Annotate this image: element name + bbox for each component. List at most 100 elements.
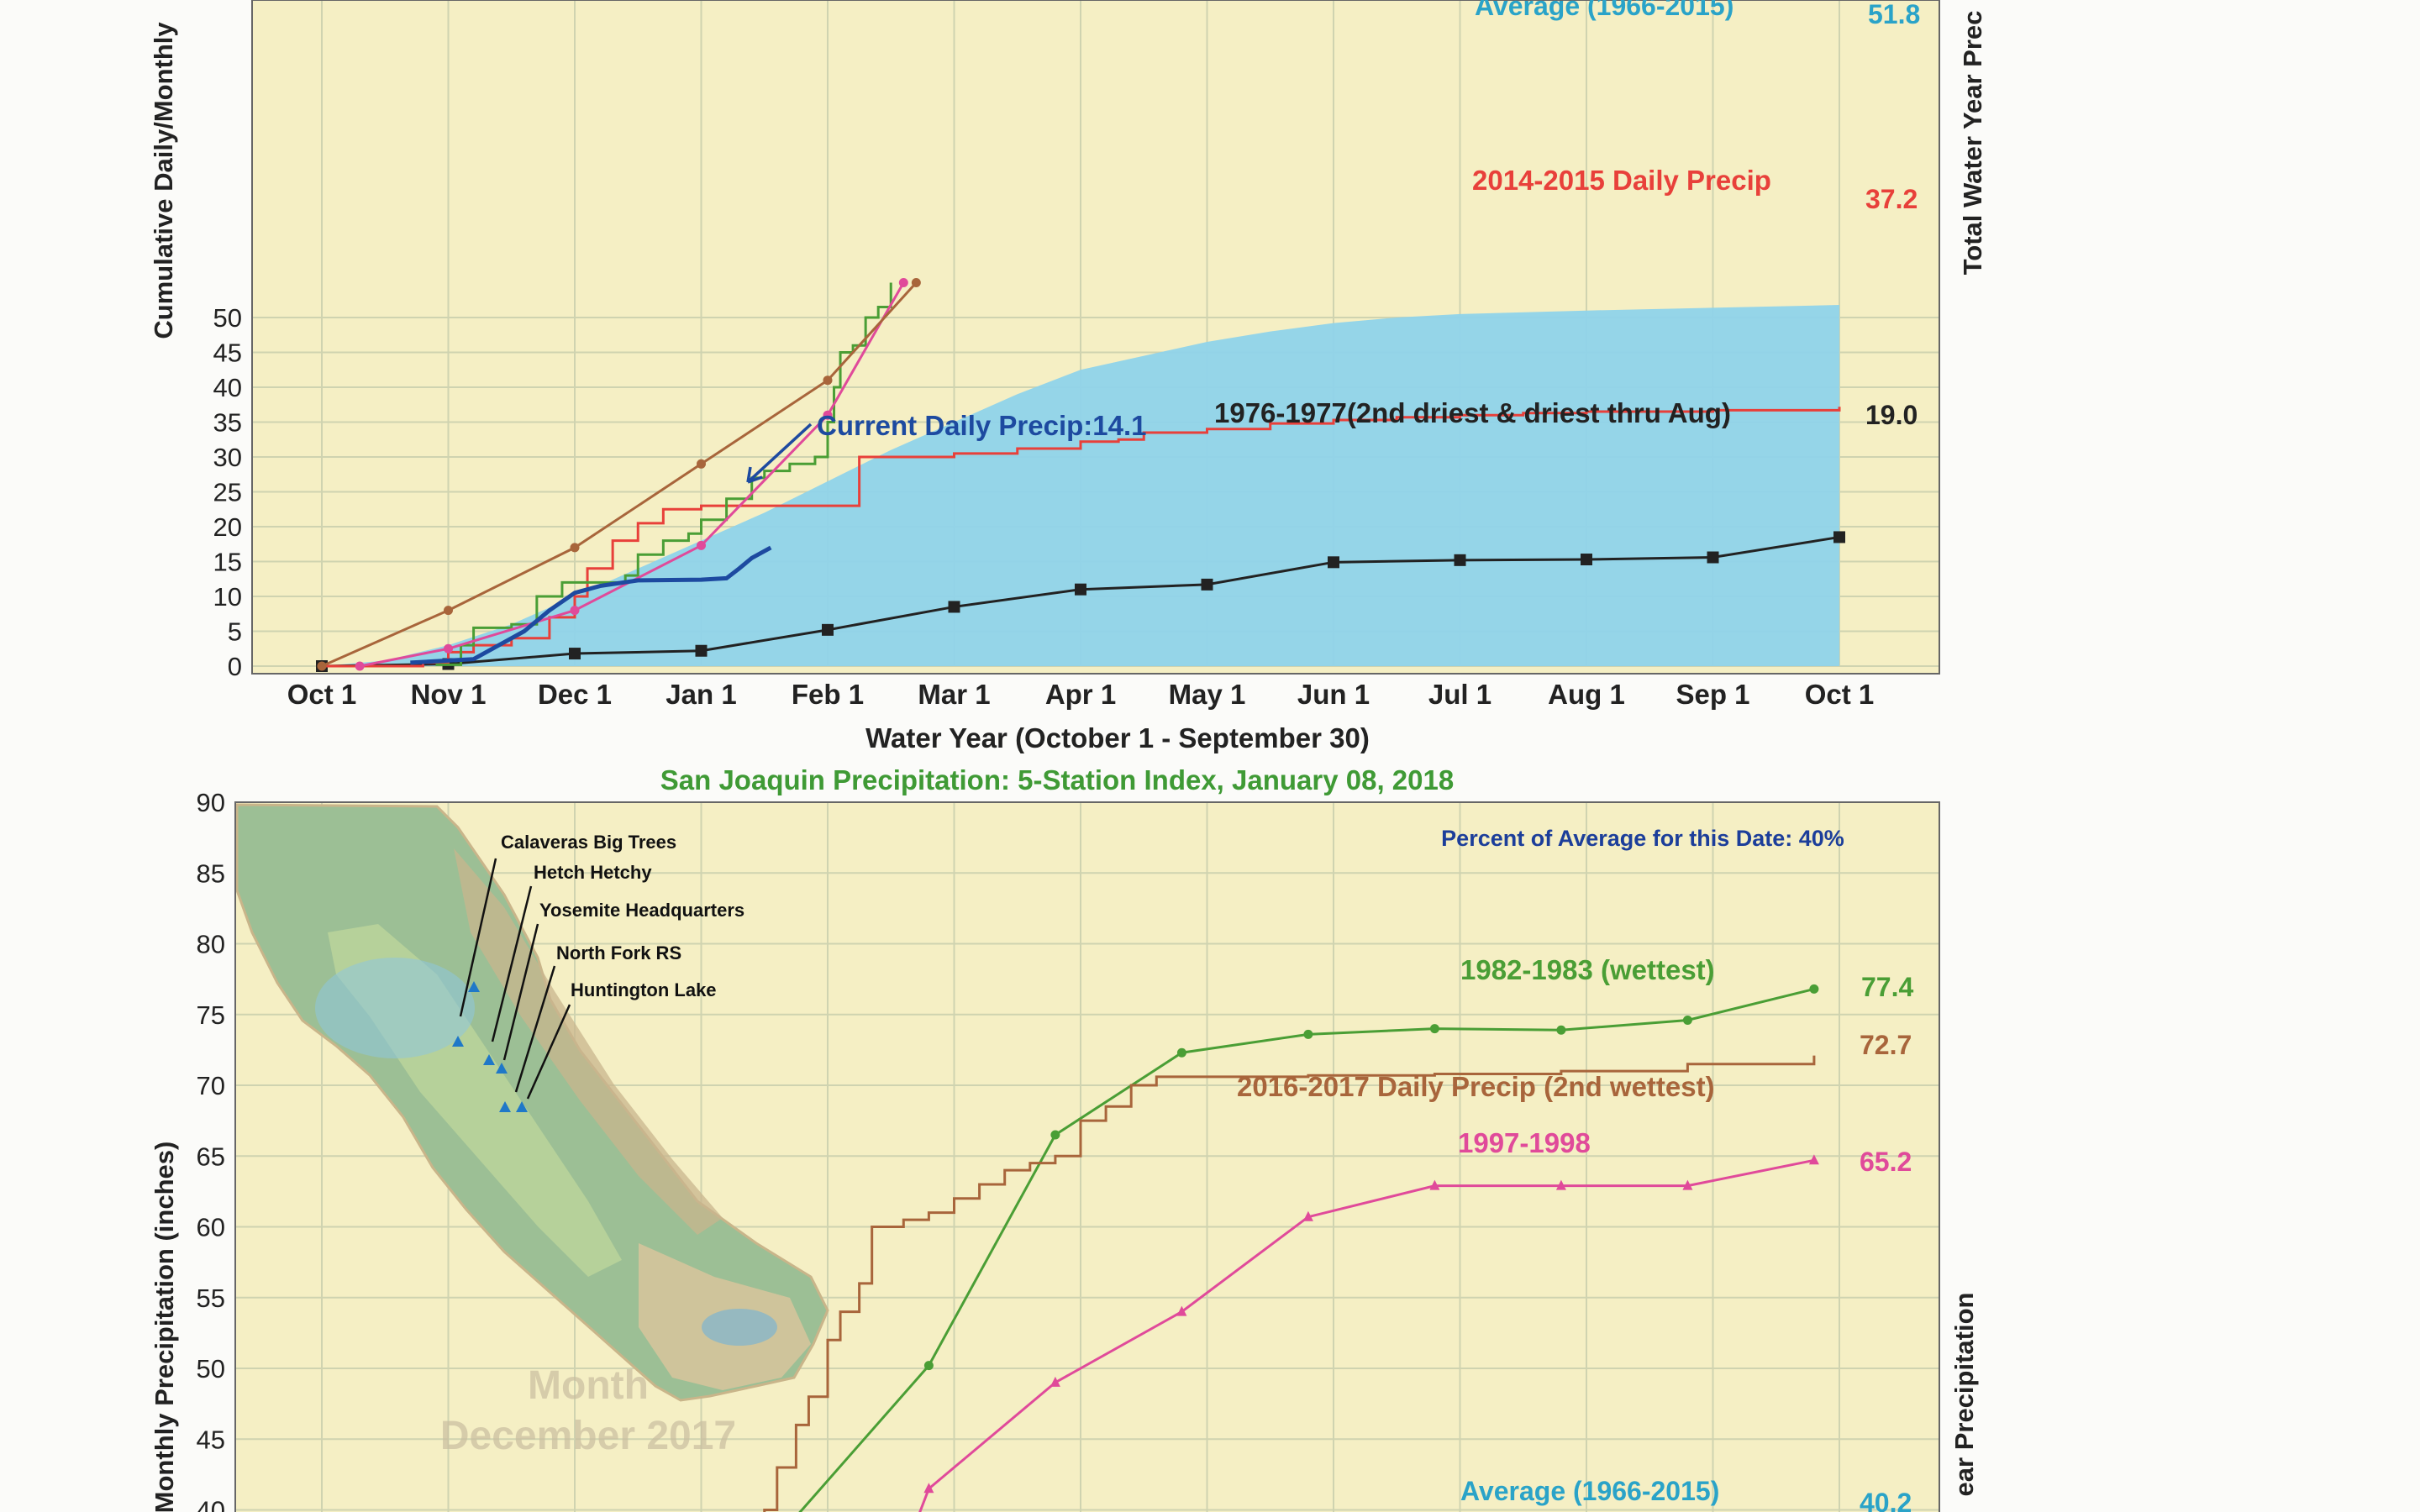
bottom-wy2017-line [763, 1055, 1816, 1512]
top-x-tick: Sep 1 [1676, 679, 1749, 710]
top-y-tick: 10 [213, 582, 242, 612]
top-wy2017-point [570, 543, 580, 553]
top-wy1998-line [359, 281, 905, 668]
bottom-average-annotation: Average (1966-2015) [1460, 1476, 1719, 1506]
sierra-nevada [454, 848, 723, 1235]
bottom-y-tick: 70 [197, 1071, 225, 1100]
top-wy1977-point [569, 648, 581, 660]
station-label-group: Calaveras Big Trees Hetch Hetchy Yosemit… [501, 832, 744, 1000]
wy2017-end-value: 72.7 [1860, 1030, 1912, 1060]
top-wy2017-point [317, 661, 327, 671]
top-wy1983-line [435, 282, 892, 666]
bottom-wy1983-point [923, 1361, 934, 1371]
top-y-tick: 45 [213, 339, 242, 368]
bottom-y-tick: 45 [197, 1425, 225, 1454]
wy1983-end-value: 77.4 [1861, 972, 1913, 1002]
bottom-y-tick: 80 [197, 930, 225, 959]
top-wy1977-point [1707, 551, 1719, 564]
top-wy1998-point [823, 410, 833, 420]
bottom-wy1998-point [1429, 1179, 1440, 1190]
wy1998-end-value: 65.2 [1860, 1147, 1912, 1177]
bottom-y-tick: 40 [197, 1496, 225, 1512]
top-x-tick: Jun 1 [1297, 679, 1370, 710]
top-x-tick: Feb 1 [792, 679, 864, 710]
bottom-wy1983-point [1050, 1130, 1060, 1140]
top-wy1998-point [697, 540, 706, 550]
top-x-tick: Dec 1 [538, 679, 612, 710]
bottom-monthly-chart: Calaveras Big Trees Hetch Hetchy Yosemit… [150, 764, 1979, 1512]
top-wy2017-point [911, 278, 921, 287]
top-y-tick-labels: 0 5 10 15 20 25 30 35 40 45 50 [213, 303, 242, 681]
bottom-y-tick-labels: 40 45 50 55 60 65 70 75 80 85 90 [197, 788, 225, 1512]
wy1977-annotation: 1976-1977(2nd driest & driest thru Aug) [1214, 397, 1731, 428]
wy2017-annotation: 2016-2017 Daily Precip (2nd wettest) [1237, 1071, 1715, 1102]
current-annotation-arrow [746, 423, 813, 484]
station-marker-icon [452, 1036, 464, 1047]
station-markers [452, 981, 528, 1112]
top-y-tick: 35 [213, 408, 242, 438]
top-y-tick: 20 [213, 512, 242, 542]
top-y-tick: 0 [228, 652, 242, 681]
wy1977-end-value: 19.0 [1865, 400, 1918, 430]
bottom-wy1983-point [1176, 1047, 1186, 1058]
top-x-tick: May 1 [1169, 679, 1246, 710]
top-x-tick: Jan 1 [666, 679, 736, 710]
bottom-wy1983-point [1303, 1029, 1313, 1039]
top-wy1977-point [822, 623, 834, 636]
bottom-chart-title: San Joaquin Precipitation: 5-Station Ind… [660, 764, 1454, 795]
top-current-line [410, 545, 772, 665]
station-label-huntington: Huntington Lake [571, 979, 717, 1000]
top-y-tick: 15 [213, 548, 242, 577]
top-wy1977-point [1833, 531, 1845, 543]
bottom-series-lines [763, 984, 1819, 1512]
station-marker-icon [496, 1063, 508, 1074]
top-wy2017-point [823, 375, 833, 386]
station-label-north-fork: North Fork RS [556, 942, 681, 963]
bottom-wy1983-point [1682, 1015, 1692, 1025]
top-wy1998-point [570, 606, 580, 616]
top-wy1977-point [1075, 583, 1086, 596]
top-plot-border [251, 0, 1940, 675]
top-wy2017-point [697, 459, 706, 469]
bottom-y-axis-label: Monthly Precipitation (inches) [150, 1142, 179, 1512]
top-y-tick: 30 [213, 443, 242, 472]
station-label-hetch-hetchy: Hetch Hetchy [534, 862, 652, 883]
top-wy2017-point [444, 606, 453, 616]
top-wy1977-point [1581, 554, 1592, 566]
top-x-tick: Oct 1 [1805, 679, 1875, 710]
top-wy1977-point [1454, 554, 1466, 566]
station-marker-icon [516, 1101, 528, 1112]
top-wy1977-point [1328, 556, 1339, 569]
top-wy2017-line [321, 281, 918, 668]
top-wy1998-point [444, 643, 453, 654]
current-annotation: Current Daily Precip:14.1 [817, 410, 1147, 441]
top-cumulative-chart: 0 5 10 15 20 25 30 35 40 45 50 Oct 1 Nov 1 Dec 1 Jan … [149, 0, 1987, 753]
top-right-axis-label: Total Water Year Prec [1958, 11, 1987, 276]
top-x-tick: Apr 1 [1045, 679, 1116, 710]
top-wy1998-point [898, 278, 908, 287]
percent-of-average-note: Percent of Average for this Date: 40% [1441, 826, 1844, 851]
top-x-tick: Mar 1 [918, 679, 990, 710]
top-wy1977-point [695, 644, 708, 657]
bottom-wy1998-point [923, 1483, 934, 1494]
average-end-value: 51.8 [1868, 0, 1920, 29]
bottom-wy1998-point [1050, 1376, 1060, 1387]
top-wy1977-point [1201, 578, 1213, 591]
station-marker-icon [499, 1101, 511, 1112]
station-label-yosemite: Yosemite Headquarters [539, 900, 744, 921]
top-y-tick: 25 [213, 478, 242, 507]
bottom-wy1998-point [1808, 1154, 1819, 1165]
bottom-y-tick: 85 [197, 858, 225, 888]
top-x-tick: Nov 1 [411, 679, 487, 710]
bottom-y-tick: 65 [197, 1142, 225, 1171]
bottom-wy1998-point [1555, 1179, 1566, 1190]
bottom-wy1983-point [1556, 1025, 1566, 1035]
bottom-plot-border [234, 801, 1940, 1512]
wy2015-end-value: 37.2 [1865, 184, 1918, 214]
station-label-calaveras: Calaveras Big Trees [501, 832, 676, 853]
top-y-tick: 50 [213, 303, 242, 333]
bottom-wy1998-point [1682, 1179, 1693, 1190]
bottom-right-axis-label: ear Precipitation [1949, 1293, 1979, 1497]
station-marker-icon [483, 1054, 495, 1065]
